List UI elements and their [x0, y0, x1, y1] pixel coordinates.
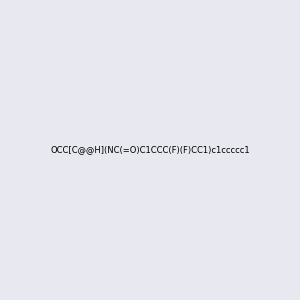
Text: OCC[C@@H](NC(=O)C1CCC(F)(F)CC1)c1ccccc1: OCC[C@@H](NC(=O)C1CCC(F)(F)CC1)c1ccccc1	[50, 146, 250, 154]
